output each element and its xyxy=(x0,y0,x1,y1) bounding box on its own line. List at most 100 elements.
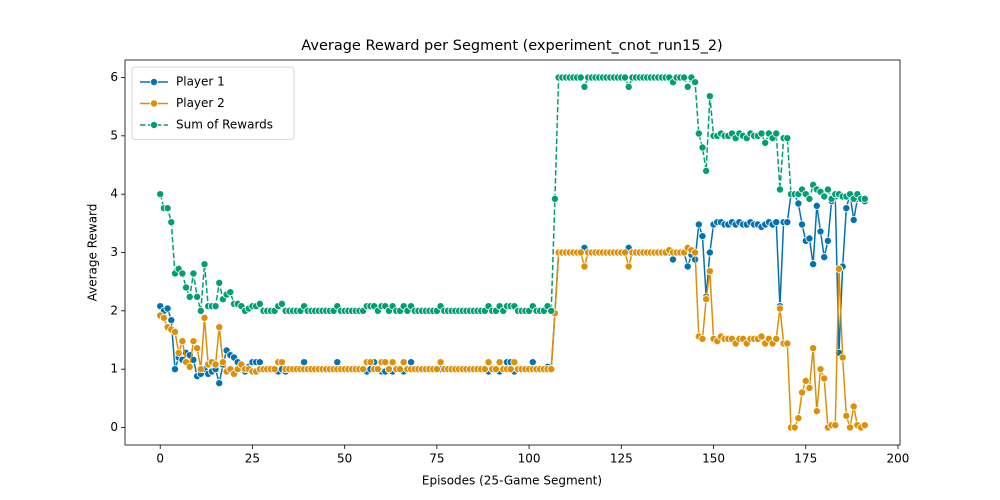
data-point xyxy=(373,365,382,374)
data-point xyxy=(333,358,342,367)
legend-marker xyxy=(149,99,158,108)
data-point xyxy=(178,337,187,346)
data-point xyxy=(834,264,843,273)
y-tick-label: 5 xyxy=(110,128,118,142)
data-point xyxy=(182,283,191,292)
data-point xyxy=(277,299,286,308)
data-point xyxy=(794,199,803,208)
x-tick-label: 200 xyxy=(887,452,910,466)
data-point xyxy=(255,358,264,367)
data-point xyxy=(809,344,818,353)
data-point xyxy=(211,360,220,369)
data-point xyxy=(624,262,633,271)
data-point xyxy=(842,204,851,213)
data-point xyxy=(702,166,711,175)
y-tick-label: 4 xyxy=(110,187,118,201)
data-point xyxy=(277,358,286,367)
data-point xyxy=(547,306,556,315)
x-tick-label: 125 xyxy=(610,452,633,466)
data-point xyxy=(189,269,198,278)
data-point xyxy=(691,248,700,257)
data-point xyxy=(359,365,368,374)
data-point xyxy=(484,358,493,367)
data-point xyxy=(407,358,416,367)
data-point xyxy=(691,78,700,87)
x-axis-label: Episodes (25-Game Segment) xyxy=(422,474,602,488)
data-point xyxy=(783,218,792,227)
data-point xyxy=(705,267,714,276)
data-point xyxy=(812,201,821,210)
legend-box xyxy=(131,66,295,140)
data-point xyxy=(757,332,766,341)
data-point xyxy=(820,374,829,383)
data-point xyxy=(156,190,165,199)
data-point xyxy=(823,236,832,245)
data-point xyxy=(193,344,202,353)
data-point xyxy=(798,388,807,397)
data-point xyxy=(705,248,714,257)
data-point xyxy=(215,379,224,388)
legend-marker xyxy=(149,121,158,130)
data-point xyxy=(698,334,707,343)
data-point xyxy=(300,358,309,367)
data-point xyxy=(580,262,589,271)
data-point xyxy=(215,323,224,332)
data-point xyxy=(812,407,821,416)
data-point xyxy=(506,365,515,374)
data-point xyxy=(196,306,205,315)
data-point xyxy=(805,194,814,203)
data-point xyxy=(432,365,441,374)
data-point xyxy=(820,192,829,201)
data-point xyxy=(805,234,814,243)
x-tick-label: 175 xyxy=(794,452,817,466)
x-tick-label: 150 xyxy=(702,452,725,466)
data-point xyxy=(159,313,168,322)
data-point xyxy=(775,304,784,313)
data-point xyxy=(849,215,858,224)
plot-frame xyxy=(124,59,901,446)
data-point xyxy=(200,260,209,269)
data-point xyxy=(772,129,781,138)
data-point xyxy=(838,353,847,362)
data-point xyxy=(547,365,556,374)
data-point xyxy=(211,302,220,311)
data-point xyxy=(178,269,187,278)
data-point xyxy=(694,220,703,229)
data-point xyxy=(702,295,711,304)
data-point xyxy=(860,194,869,203)
data-point xyxy=(185,292,194,301)
data-point xyxy=(794,414,803,423)
data-point xyxy=(226,288,235,297)
x-tick-label: 0 xyxy=(156,452,164,466)
data-point xyxy=(218,358,227,367)
data-point xyxy=(705,92,714,101)
y-tick-label: 6 xyxy=(110,70,118,84)
data-point xyxy=(580,82,589,91)
data-point xyxy=(491,365,500,374)
data-point xyxy=(757,129,766,138)
data-point xyxy=(185,362,194,371)
data-point xyxy=(816,227,825,236)
x-tick-label: 50 xyxy=(337,452,352,466)
y-tick-label: 0 xyxy=(110,420,118,434)
data-point xyxy=(200,313,209,322)
data-point xyxy=(167,316,176,325)
legend-label: Player 2 xyxy=(176,96,225,110)
data-point xyxy=(215,278,224,287)
data-point xyxy=(775,185,784,194)
y-tick-label: 3 xyxy=(110,245,118,259)
data-point xyxy=(694,129,703,138)
data-point xyxy=(163,204,172,213)
data-point xyxy=(436,358,445,367)
data-point xyxy=(698,143,707,152)
data-point xyxy=(167,218,176,227)
data-point xyxy=(823,185,832,194)
data-point xyxy=(668,255,677,264)
data-point xyxy=(831,421,840,430)
data-point xyxy=(495,358,504,367)
data-point xyxy=(816,365,825,374)
data-point xyxy=(621,73,630,82)
data-point xyxy=(196,365,205,374)
data-point xyxy=(170,327,179,336)
